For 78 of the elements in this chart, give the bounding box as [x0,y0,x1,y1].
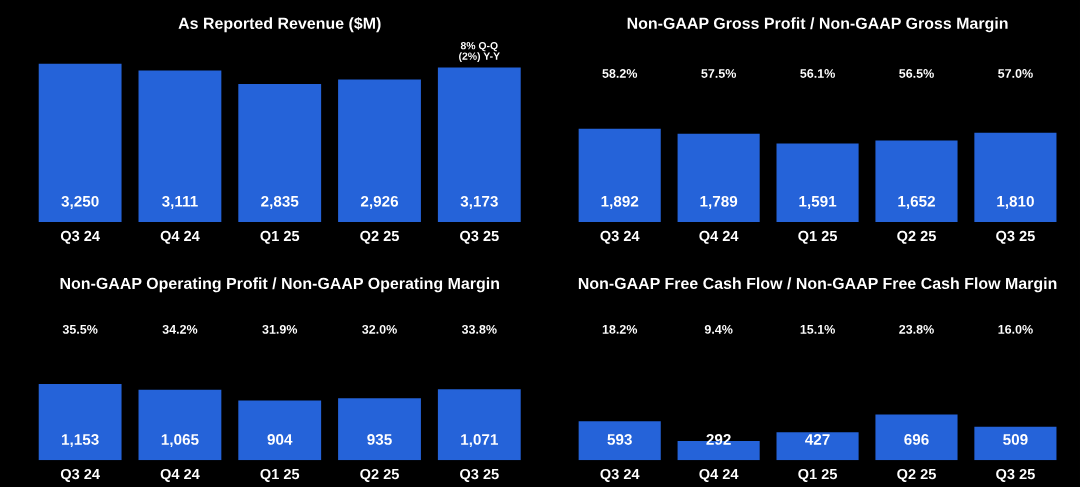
text: 9.4% [704,324,733,334]
x-tick-label: Q2 25 [360,230,399,244]
x-tick-label: Q4 24 [699,230,739,244]
data-label: 696 [904,434,929,445]
bar [974,426,1057,461]
x-tick-label: Q2 25 [360,468,399,482]
bar [776,432,859,461]
data-label: 593 [607,434,632,445]
data-label: 3,250 [61,195,99,209]
text: 35.5% [62,324,98,334]
annotation: 8% Q-Q (2%) Y-Y [459,41,500,62]
bar [677,133,760,223]
bar [875,140,958,223]
x-tick-label: Q3 24 [600,468,640,482]
x-tick-label: Q1 25 [260,468,300,482]
text: 23.8% [899,324,934,334]
text: 15.1% [800,324,835,334]
x-tick-label: Q2 25 [897,468,936,482]
x-tick-label: Q4 24 [160,468,200,482]
bar [578,421,661,461]
bar [38,383,122,461]
data-label: 1,810 [997,195,1034,209]
text: 32.0% [362,324,397,334]
bar [338,398,421,461]
bar [338,79,421,223]
bar [437,67,521,223]
data-label: 3,111 [162,195,198,209]
text: 31.9% [262,324,298,334]
x-tick-label: Q3 25 [460,468,499,482]
text: 56.5% [899,69,934,78]
x-tick-label: Q2 25 [897,230,936,244]
data-label: 1,071 [461,434,498,448]
data-label: 3,173 [460,195,498,209]
x-tick-label: Q1 25 [798,230,838,244]
data-label: 427 [805,434,830,445]
text: 57.0% [998,69,1033,78]
x-tick-label: Q4 24 [160,230,200,244]
text: 18.2% [602,324,638,334]
chart-title: Non-GAAP Operating Profit / Non-GAAP Operating Margin [60,277,499,293]
data-label: 1,892 [601,195,639,209]
x-tick-label: Q4 24 [699,468,739,482]
x-tick-label: Q3 24 [600,230,640,244]
x-tick-label: Q1 25 [260,230,300,244]
x-tick-label: Q3 25 [460,230,499,244]
x-tick-label: Q3 25 [996,230,1035,244]
data-label: 1,591 [799,195,837,209]
x-tick-label: Q1 25 [798,468,838,482]
data-label: 935 [367,434,392,445]
data-label: 2,926 [360,195,399,209]
x-tick-label: Q3 24 [60,230,100,244]
bar [776,143,859,223]
data-label: 509 [1003,434,1028,445]
bar [974,132,1057,223]
text: 58.2% [602,69,638,78]
bar [238,400,322,461]
data-label: 1,065 [161,434,199,448]
bar [578,128,661,223]
data-label: 1,789 [700,195,738,209]
bar [138,70,222,223]
bar [38,63,122,223]
chart-title: Non-GAAP Free Cash Flow / Non-GAAP Free Cash Flow Margin [578,277,1057,293]
text: 16.0% [998,324,1033,334]
data-label: 2,835 [261,195,299,209]
x-tick-label: Q3 25 [996,468,1035,482]
bar [238,83,322,223]
x-tick-label: Q3 24 [60,468,100,482]
bar [875,414,958,461]
text: 57.5% [701,69,737,78]
chart-title: As Reported Revenue ($M) [178,16,381,33]
bar [437,389,521,461]
text: 56.1% [800,69,835,78]
bar [138,389,222,461]
chart-title: Non-GAAP Gross Profit / Non-GAAP Gross Margin [627,17,1008,33]
text: 34.2% [162,324,198,334]
data-label: 904 [267,434,293,445]
data-label: 1,652 [898,195,935,209]
text: 33.8% [461,324,497,334]
data-label: 1,153 [61,434,99,448]
